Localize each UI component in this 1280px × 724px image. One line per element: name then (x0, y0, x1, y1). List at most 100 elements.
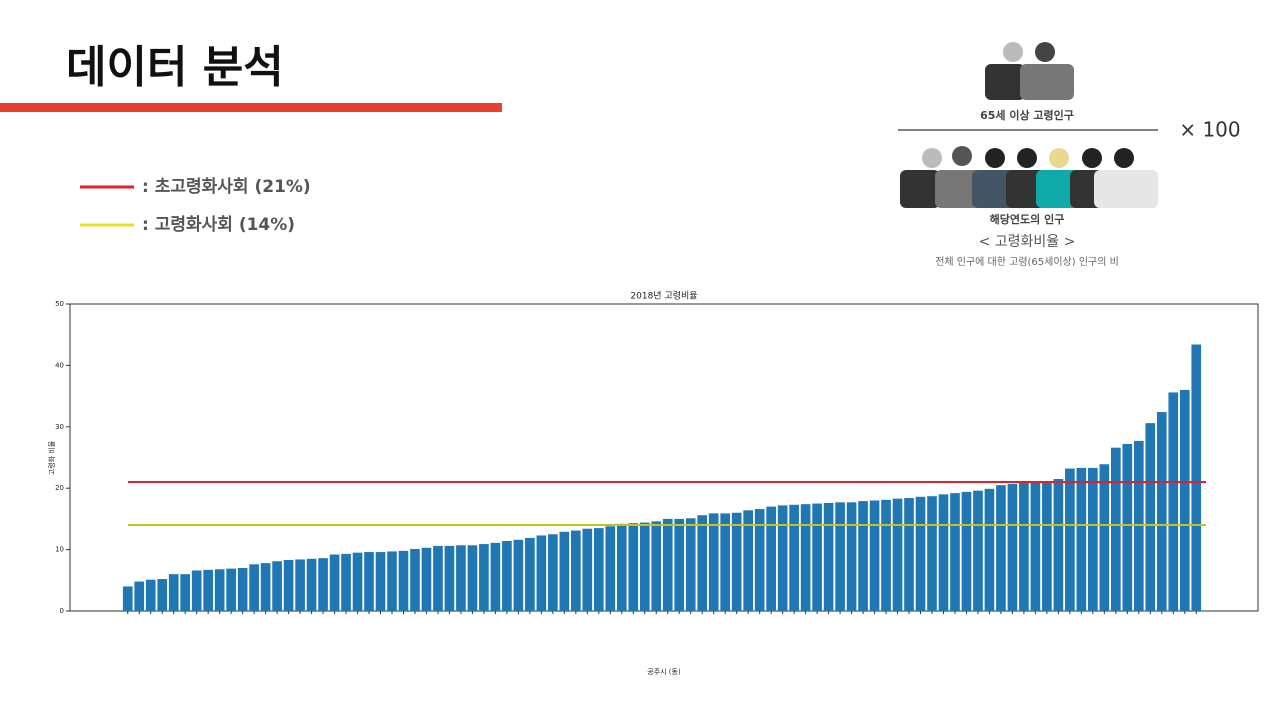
bar (605, 526, 616, 611)
bar (708, 513, 719, 611)
bar (421, 547, 432, 611)
y-axis-label: 고령화 비율 (47, 440, 56, 475)
bar (881, 499, 891, 611)
formula-name: < 고령화비율 > (979, 234, 1076, 250)
formula-numerator: 65세 이상 고령인구 (980, 108, 1074, 122)
bar (1007, 483, 1018, 611)
bar (628, 523, 639, 611)
y-tick-label: 20 (55, 484, 64, 492)
bar (1053, 478, 1064, 611)
bar (467, 545, 478, 611)
bar (616, 523, 627, 611)
bar (306, 558, 317, 611)
bar (685, 518, 696, 611)
bar (582, 528, 593, 611)
bar (249, 564, 259, 611)
bar (789, 504, 799, 611)
bar (1065, 468, 1075, 611)
bar (1076, 467, 1087, 611)
bar (869, 500, 880, 611)
bar (938, 494, 949, 611)
bar (996, 485, 1006, 611)
bar (134, 581, 145, 611)
bar (639, 522, 650, 611)
bar (950, 493, 960, 611)
y-tick-label: 0 (60, 607, 64, 615)
bar (697, 515, 708, 611)
bar (1156, 412, 1167, 611)
bar (295, 559, 305, 611)
bar (410, 548, 420, 611)
slide-title: 데이터 분석 (66, 42, 284, 93)
bar (191, 570, 202, 611)
bar (1042, 482, 1052, 611)
bar (272, 561, 282, 611)
bar (800, 504, 811, 611)
formula-multiplier: × 100 (1179, 118, 1240, 142)
bar (754, 509, 765, 611)
bar (375, 552, 386, 611)
bar (525, 537, 535, 611)
bar (823, 502, 834, 611)
bar (743, 510, 753, 611)
y-tick-label: 40 (55, 361, 64, 369)
bar (662, 518, 673, 611)
bar (1019, 482, 1029, 611)
people-icon (900, 146, 1158, 208)
bar (341, 553, 351, 611)
bar (1168, 392, 1179, 611)
y-tick-label: 30 (55, 423, 64, 431)
bar (237, 568, 248, 611)
bar (651, 521, 662, 611)
formula-denominator: 해당연도의 인구 (990, 212, 1065, 226)
bar (777, 505, 788, 611)
bar (180, 574, 191, 611)
bar (456, 545, 466, 611)
bar (1179, 389, 1190, 611)
bar (145, 579, 156, 611)
bar (674, 518, 685, 611)
bar (961, 491, 972, 611)
bar (571, 530, 581, 611)
bar (214, 569, 225, 611)
bar (973, 490, 983, 611)
formula-description: 전체 인구에 대한 고령(65세이상) 인구의 비 (935, 256, 1119, 268)
bar (559, 531, 570, 611)
bar (904, 498, 914, 611)
bar (1030, 482, 1041, 611)
bar (364, 552, 374, 611)
bar (398, 550, 409, 611)
bar (157, 579, 168, 611)
y-tick-label: 10 (55, 546, 64, 554)
bar (318, 558, 328, 611)
bar (444, 545, 455, 611)
legend-label: : 초고령화사회 (21%) (142, 176, 311, 197)
bar (203, 569, 213, 611)
bar (927, 496, 937, 611)
bar (766, 506, 776, 611)
title-underline (0, 103, 502, 112)
bar (168, 574, 179, 611)
bar (892, 498, 903, 611)
bar (122, 586, 133, 611)
bar (283, 560, 294, 611)
bar (812, 503, 822, 611)
bar (835, 502, 845, 611)
bar (1088, 467, 1098, 611)
y-tick-label: 50 (55, 300, 64, 308)
bar (858, 501, 868, 611)
bar (731, 512, 742, 611)
chart-title: 2018년 고령비율 (630, 290, 697, 302)
bar (846, 502, 857, 611)
people-icon (985, 42, 1074, 100)
bar (915, 496, 926, 611)
bar (1122, 443, 1133, 611)
legend-label: : 고령화사회 (14%) (142, 214, 295, 235)
bar (490, 542, 501, 611)
bar (329, 554, 340, 611)
bar (593, 528, 604, 611)
bar (1191, 344, 1202, 611)
bar (1111, 447, 1121, 611)
bar (513, 539, 524, 611)
